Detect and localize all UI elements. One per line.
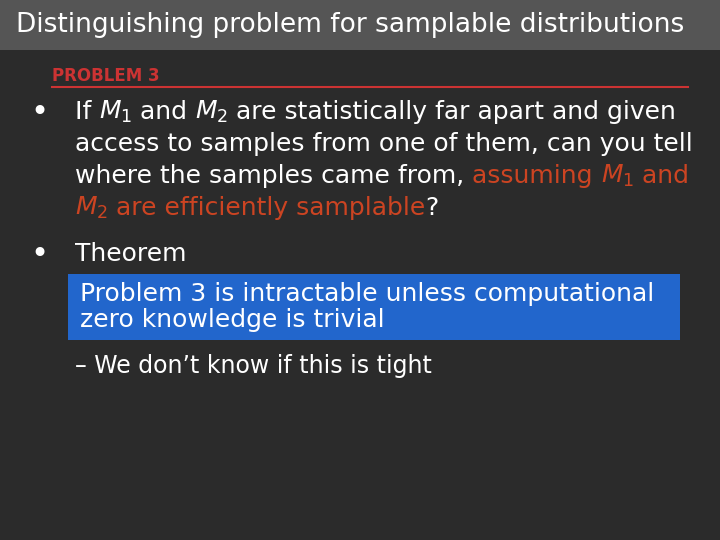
Text: are statistically far apart and given: are statistically far apart and given	[228, 100, 676, 124]
Text: If: If	[75, 100, 99, 124]
Text: ?: ?	[426, 196, 438, 220]
Text: •: •	[30, 240, 48, 268]
Text: – We don’t know if this is tight: – We don’t know if this is tight	[75, 354, 432, 378]
Text: access to samples from one of them, can you tell: access to samples from one of them, can …	[75, 132, 693, 156]
Text: $M_2$: $M_2$	[75, 195, 108, 221]
Text: and: and	[634, 164, 689, 188]
FancyBboxPatch shape	[0, 0, 720, 50]
Text: •: •	[30, 98, 48, 126]
Text: Theorem: Theorem	[75, 242, 186, 266]
Text: assuming: assuming	[472, 164, 600, 188]
Text: are efficiently samplable: are efficiently samplable	[108, 196, 426, 220]
Text: and: and	[132, 100, 195, 124]
Text: Distinguishing problem for samplable distributions: Distinguishing problem for samplable dis…	[16, 12, 684, 38]
FancyBboxPatch shape	[68, 274, 680, 340]
Text: $M_1$: $M_1$	[600, 163, 634, 189]
Text: where the samples came from,: where the samples came from,	[75, 164, 472, 188]
Text: $M_2$: $M_2$	[195, 99, 228, 125]
Text: $M_1$: $M_1$	[99, 99, 132, 125]
Text: Problem 3 is intractable unless computational: Problem 3 is intractable unless computat…	[80, 282, 654, 306]
Text: PROBLEM 3: PROBLEM 3	[52, 67, 160, 85]
Text: zero knowledge is trivial: zero knowledge is trivial	[80, 308, 384, 332]
